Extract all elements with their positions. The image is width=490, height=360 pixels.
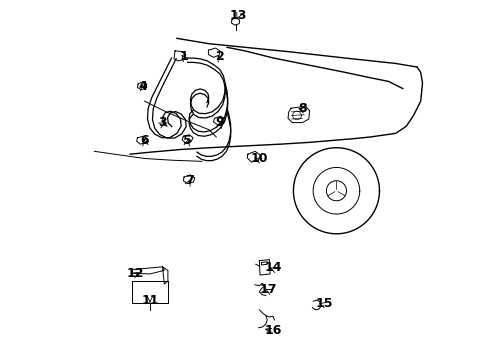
Text: 17: 17 <box>260 283 277 296</box>
Text: 9: 9 <box>216 116 224 129</box>
Text: 5: 5 <box>183 134 192 147</box>
Text: 15: 15 <box>315 297 333 310</box>
Text: 16: 16 <box>265 324 282 337</box>
Text: 13: 13 <box>229 9 246 22</box>
Text: 1: 1 <box>180 50 189 63</box>
Text: 2: 2 <box>216 50 224 63</box>
Text: 8: 8 <box>298 102 307 115</box>
Text: 6: 6 <box>140 134 149 147</box>
Text: 10: 10 <box>250 152 268 165</box>
Text: 14: 14 <box>265 261 282 274</box>
Text: 3: 3 <box>158 116 167 129</box>
Text: 12: 12 <box>127 267 145 280</box>
Text: 4: 4 <box>138 80 147 93</box>
Text: 11: 11 <box>141 294 159 307</box>
Text: 7: 7 <box>185 174 194 186</box>
